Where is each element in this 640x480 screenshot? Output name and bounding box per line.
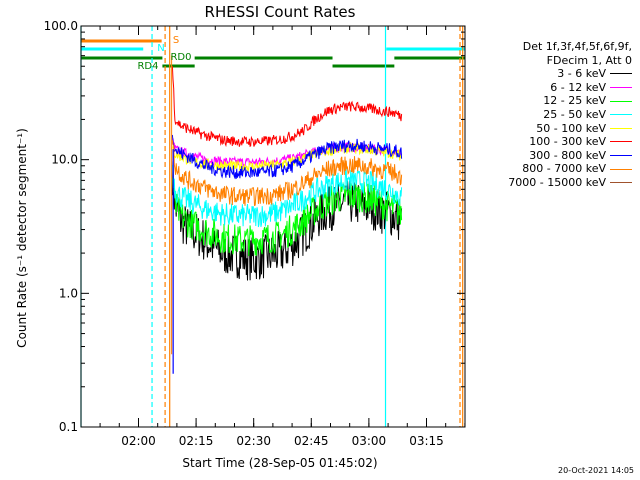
legend-swatch (610, 100, 632, 102)
legend-header-line-2: FDecim 1, Att 0 (546, 53, 632, 67)
legend-swatch (610, 114, 632, 116)
legend-label: 3 - 6 keV (557, 67, 606, 81)
x-tick-label: 02:45 (294, 434, 329, 448)
legend-swatch (610, 182, 632, 184)
chart-title: RHESSI Count Rates (205, 3, 356, 21)
legend-swatch (610, 73, 632, 75)
y-tick-label: 0.1 (59, 420, 78, 434)
series-line (171, 134, 403, 180)
legend-label: 12 - 25 keV (543, 94, 606, 108)
legend-item: 7000 - 15000 keV (482, 176, 632, 190)
legend-item: 300 - 800 keV (482, 149, 632, 163)
legend-item: 12 - 25 keV (482, 94, 632, 108)
annotation-label: N (157, 43, 164, 54)
legend-swatch (610, 141, 632, 143)
x-tick-label: 03:00 (352, 434, 387, 448)
x-tick-label: 03:15 (409, 434, 444, 448)
legend-label: 300 - 800 keV (529, 148, 606, 162)
legend-swatch (610, 87, 632, 89)
x-tick-label: 02:30 (236, 434, 271, 448)
legend-header-line-1: Det 1f,3f,4f,5f,6f,9f, (522, 40, 632, 53)
legend-label: 100 - 300 keV (529, 135, 606, 149)
legend-item: 25 - 50 keV (482, 108, 632, 122)
series-line (171, 165, 403, 228)
legend-swatch (610, 168, 632, 170)
legend-label: 7000 - 15000 keV (508, 175, 606, 189)
annotation-label: RD4 (137, 61, 158, 72)
annotation-label: RD0 (170, 52, 191, 63)
legend-item: 3 - 6 keV (482, 67, 632, 81)
x-tick-label: 02:15 (179, 434, 214, 448)
x-axis-label: Start Time (28-Sep-05 01:45:02) (182, 456, 377, 470)
series-line (171, 66, 403, 148)
legend-label: 50 - 100 keV (536, 121, 606, 135)
legend-item: 800 - 7000 keV (482, 162, 632, 176)
annotation-label: S (173, 35, 179, 46)
series-line (171, 140, 403, 207)
series-line (171, 177, 403, 257)
y-tick-label: 10.0 (51, 153, 78, 167)
y-axis-label: Count Rate (s⁻¹ detector segment⁻¹) (15, 128, 29, 348)
legend-swatch (610, 155, 632, 157)
legend-swatch (610, 127, 632, 129)
legend: Det 1f,3f,4f,5f,6f,9f, FDecim 1, Att 0 3… (482, 40, 632, 190)
y-tick-label: 100.0 (44, 19, 78, 33)
legend-item: 50 - 100 keV (482, 122, 632, 136)
y-tick-label: 1.0 (59, 286, 78, 300)
legend-label: 800 - 7000 keV (522, 162, 606, 176)
x-tick-label: 02:00 (121, 434, 156, 448)
plot-frame (80, 25, 466, 428)
legend-item: 100 - 300 keV (482, 135, 632, 149)
legend-label: 25 - 50 keV (543, 107, 606, 121)
legend-item: 6 - 12 keV (482, 81, 632, 95)
timestamp: 20-Oct-2021 14:05 (558, 466, 634, 475)
legend-label: 6 - 12 keV (550, 80, 606, 94)
